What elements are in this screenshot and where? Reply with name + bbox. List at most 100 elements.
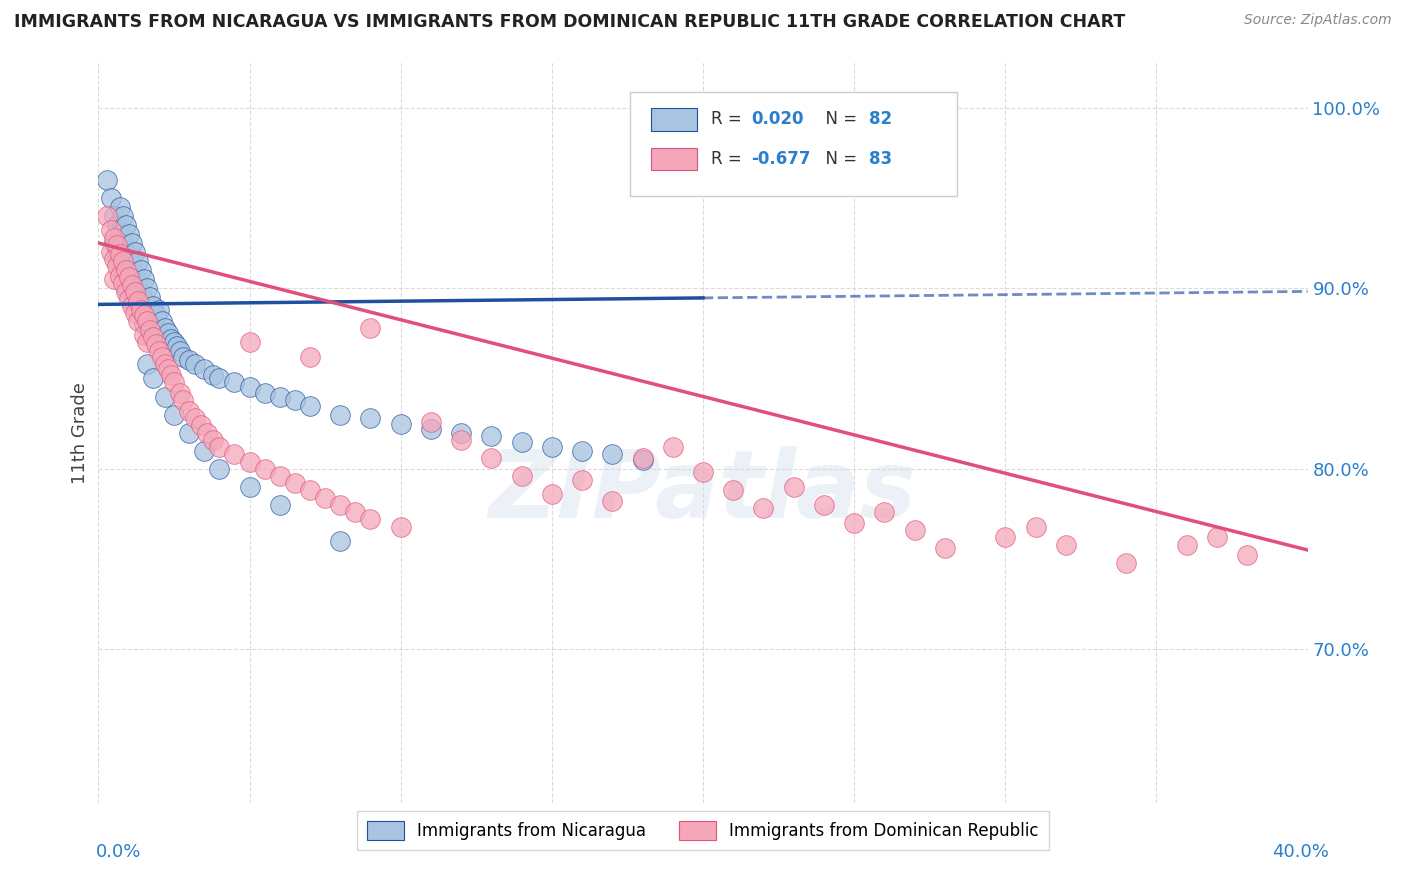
Text: Source: ZipAtlas.com: Source: ZipAtlas.com xyxy=(1244,13,1392,28)
Point xyxy=(150,350,173,364)
Point xyxy=(114,218,136,232)
Point xyxy=(127,313,149,327)
Point xyxy=(103,209,125,223)
Point xyxy=(108,247,131,261)
Point xyxy=(420,415,443,429)
Point xyxy=(96,209,118,223)
Text: 0.0%: 0.0% xyxy=(96,843,141,861)
Point xyxy=(129,302,152,317)
Point xyxy=(105,245,128,260)
Point xyxy=(103,252,125,267)
Point xyxy=(148,326,170,341)
Point xyxy=(145,308,167,322)
Point xyxy=(118,270,141,285)
Point xyxy=(202,368,225,382)
FancyBboxPatch shape xyxy=(651,108,697,130)
Point xyxy=(118,292,141,306)
Point xyxy=(103,230,125,244)
Point xyxy=(100,191,122,205)
Point xyxy=(269,390,291,404)
Text: 40.0%: 40.0% xyxy=(1272,843,1329,861)
Point xyxy=(114,263,136,277)
Text: N =: N = xyxy=(815,111,863,128)
Point xyxy=(253,461,276,475)
Point xyxy=(169,385,191,400)
Point xyxy=(111,209,134,223)
Point xyxy=(269,498,291,512)
Point xyxy=(118,227,141,241)
Point xyxy=(124,288,146,302)
Point xyxy=(329,408,352,422)
FancyBboxPatch shape xyxy=(651,147,697,169)
Text: ZIPatlas: ZIPatlas xyxy=(489,446,917,538)
Point xyxy=(153,321,176,335)
Point xyxy=(160,332,183,346)
Point xyxy=(783,480,806,494)
Point xyxy=(114,281,136,295)
Point xyxy=(1024,519,1046,533)
Point xyxy=(135,302,157,317)
Point xyxy=(389,519,412,533)
Point xyxy=(103,235,125,250)
Point xyxy=(481,450,503,465)
Point xyxy=(299,399,322,413)
Point xyxy=(127,295,149,310)
Text: -0.677: -0.677 xyxy=(751,150,811,168)
Point xyxy=(193,362,215,376)
Point xyxy=(156,362,179,376)
Point xyxy=(132,293,155,308)
Y-axis label: 11th Grade: 11th Grade xyxy=(70,382,89,483)
Point xyxy=(121,299,143,313)
Point xyxy=(873,505,896,519)
Point xyxy=(132,328,155,343)
Point xyxy=(172,393,194,408)
Point xyxy=(139,311,162,326)
Point xyxy=(631,452,654,467)
Point xyxy=(111,263,134,277)
Point xyxy=(100,223,122,237)
Legend: Immigrants from Nicaragua, Immigrants from Dominican Republic: Immigrants from Nicaragua, Immigrants fr… xyxy=(357,811,1049,850)
Point xyxy=(121,260,143,274)
Point xyxy=(163,408,186,422)
Point xyxy=(135,313,157,327)
Point xyxy=(163,335,186,350)
Point xyxy=(108,268,131,283)
Point xyxy=(1206,530,1229,544)
Point xyxy=(139,290,162,304)
Point xyxy=(184,411,207,425)
Point xyxy=(135,281,157,295)
Point xyxy=(692,466,714,480)
Point xyxy=(360,512,382,526)
Point xyxy=(239,454,262,468)
Point xyxy=(813,498,835,512)
Point xyxy=(166,339,188,353)
Point xyxy=(156,326,179,341)
Point xyxy=(179,404,201,418)
Point xyxy=(127,293,149,308)
Point xyxy=(179,353,201,368)
Point xyxy=(389,417,412,431)
Point xyxy=(510,434,533,449)
Text: N =: N = xyxy=(815,150,863,168)
Point xyxy=(153,357,176,371)
Point xyxy=(723,483,745,498)
Text: IMMIGRANTS FROM NICARAGUA VS IMMIGRANTS FROM DOMINICAN REPUBLIC 11TH GRADE CORRE: IMMIGRANTS FROM NICARAGUA VS IMMIGRANTS … xyxy=(14,13,1125,31)
Point xyxy=(661,440,683,454)
Point xyxy=(142,321,165,335)
Point xyxy=(105,237,128,252)
Point xyxy=(602,494,624,508)
Point xyxy=(145,337,167,351)
Point xyxy=(571,443,593,458)
Point xyxy=(108,254,131,268)
Point xyxy=(142,299,165,313)
Point xyxy=(108,200,131,214)
Point xyxy=(208,440,231,454)
Point xyxy=(208,461,231,475)
Point xyxy=(314,491,336,505)
Point xyxy=(360,321,382,335)
Point xyxy=(108,227,131,241)
Point xyxy=(169,344,191,359)
Point xyxy=(420,422,443,436)
Point xyxy=(284,393,307,408)
Point xyxy=(160,368,183,382)
